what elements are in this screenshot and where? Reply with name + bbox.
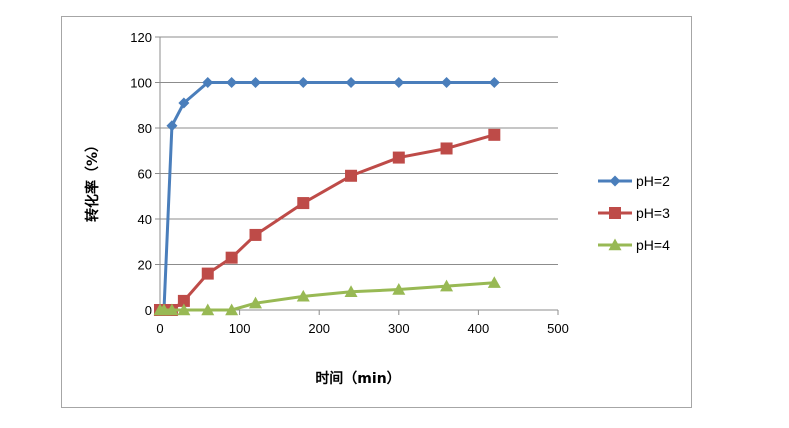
data-point-pH=2-9 bbox=[393, 77, 405, 88]
data-point-pH=3-8 bbox=[345, 169, 358, 182]
data-point-pH=2-2 bbox=[166, 120, 178, 132]
x-tick-label-3: 300 bbox=[388, 321, 410, 336]
data-point-pH=3-5 bbox=[225, 251, 238, 264]
x-tick-label-1: 100 bbox=[229, 321, 251, 336]
data-point-pH=3-3 bbox=[177, 294, 190, 307]
data-point-pH=2-3 bbox=[178, 97, 190, 109]
legend-item-pH=2: pH=2 bbox=[598, 173, 670, 189]
legend: pH=2 pH=3 pH=4 bbox=[598, 173, 670, 253]
data-point-pH=4-8 bbox=[344, 285, 358, 297]
y-tick-label-5: 100 bbox=[130, 76, 152, 91]
data-point-pH=4-2 bbox=[165, 303, 179, 316]
y-tick-label-1: 20 bbox=[138, 258, 152, 273]
legend-item-pH=3: pH=3 bbox=[598, 205, 670, 221]
x-tick-label-0: 0 bbox=[156, 321, 163, 336]
data-point-pH=3-9 bbox=[392, 151, 405, 164]
data-point-pH=4-7 bbox=[296, 289, 310, 302]
x-tick-label-4: 400 bbox=[468, 321, 490, 336]
data-point-pH=2-7 bbox=[297, 77, 309, 88]
x-tick-label-5: 500 bbox=[547, 321, 569, 336]
y-tick-labels: 0 20 40 60 80 100 120 bbox=[130, 30, 152, 318]
legend-marker bbox=[609, 175, 621, 187]
series-line-pH=2 bbox=[160, 81, 495, 312]
data-point-pH=4-6 bbox=[249, 296, 263, 309]
data-point-pH=3-10 bbox=[440, 142, 453, 155]
y-tick-label-3: 60 bbox=[138, 167, 152, 182]
data-point-pH=3-11 bbox=[488, 128, 501, 141]
legend-marker bbox=[608, 238, 622, 251]
data-point-pH=2-5 bbox=[226, 77, 238, 88]
series-pH=4 bbox=[153, 276, 501, 316]
data-point-pH=2-11 bbox=[488, 77, 500, 88]
data-point-pH=2-8 bbox=[345, 77, 357, 88]
data-point-pH=4-9 bbox=[392, 283, 406, 295]
legend-label: pH=2 bbox=[636, 173, 670, 189]
y-tick-label-6: 120 bbox=[130, 30, 152, 45]
legend-label: pH=4 bbox=[636, 237, 670, 253]
series-line-pH=3 bbox=[160, 133, 495, 312]
y-tick-label-0: 0 bbox=[145, 303, 152, 318]
x-tick-label-2: 200 bbox=[308, 321, 330, 336]
legend-label: pH=3 bbox=[636, 205, 670, 221]
y-axis-title: 转化率（%） bbox=[84, 138, 101, 222]
data-point-pH=2-6 bbox=[250, 77, 262, 88]
data-point-pH=2-10 bbox=[441, 77, 453, 88]
x-axis-title: 时间（min） bbox=[315, 370, 400, 387]
legend-item-pH=4: pH=4 bbox=[598, 237, 670, 253]
data-point-pH=4-11 bbox=[487, 276, 501, 288]
y-tick-label-4: 80 bbox=[138, 121, 152, 136]
series-pH=2 bbox=[154, 77, 500, 316]
data-point-pH=3-6 bbox=[249, 228, 262, 241]
series bbox=[153, 77, 501, 316]
data-point-pH=4-3 bbox=[177, 303, 191, 316]
data-point-pH=3-4 bbox=[201, 267, 214, 280]
data-point-pH=3-7 bbox=[297, 197, 310, 210]
data-point-pH=4-5 bbox=[225, 303, 239, 316]
legend-marker bbox=[609, 207, 621, 219]
data-point-pH=4-4 bbox=[201, 303, 215, 316]
gridlines bbox=[160, 36, 558, 265]
data-point-pH=2-4 bbox=[202, 77, 214, 88]
data-point-pH=4-10 bbox=[440, 279, 454, 292]
x-tick-labels: 0 100 200 300 400 500 bbox=[156, 321, 568, 336]
y-tick-label-2: 40 bbox=[138, 212, 152, 227]
